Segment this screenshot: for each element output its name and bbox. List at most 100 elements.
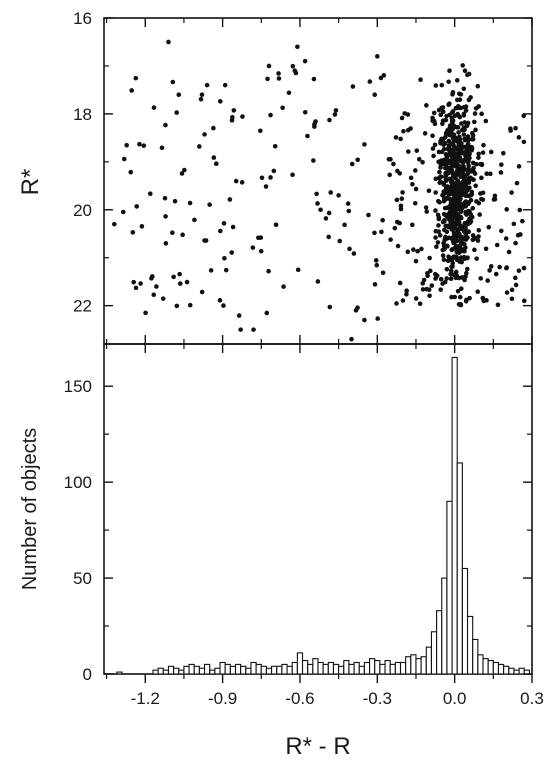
scatter-point bbox=[464, 123, 470, 129]
scatter-point bbox=[509, 190, 514, 195]
scatter-point bbox=[159, 145, 165, 151]
scatter-point bbox=[170, 79, 176, 85]
scatter-point bbox=[439, 82, 445, 88]
scatter-point bbox=[438, 276, 444, 282]
scatter-point bbox=[266, 63, 272, 69]
scatter-point bbox=[453, 275, 459, 281]
scatter-point bbox=[399, 196, 405, 202]
scatter-point bbox=[221, 303, 226, 308]
scatter-point bbox=[445, 146, 451, 152]
scatter-point bbox=[435, 240, 441, 245]
scatter-point bbox=[419, 246, 424, 252]
histogram-bar bbox=[518, 667, 525, 675]
scatter-point bbox=[442, 140, 448, 146]
scatter-point bbox=[398, 136, 403, 142]
scatter-point bbox=[451, 254, 457, 259]
scatter-point bbox=[513, 282, 519, 288]
scatter-point bbox=[174, 110, 179, 115]
histogram-bar bbox=[157, 667, 164, 675]
scatter-point bbox=[427, 255, 432, 261]
scatter-point bbox=[516, 268, 522, 274]
top-x-ticks bbox=[105, 18, 533, 344]
scatter-point bbox=[516, 135, 522, 140]
scatter-point bbox=[458, 205, 464, 210]
scatter-point bbox=[457, 226, 463, 232]
histogram-bar bbox=[374, 660, 381, 675]
scatter-point bbox=[456, 219, 462, 225]
scatter-point bbox=[474, 199, 479, 204]
scatter-point bbox=[160, 296, 166, 301]
scatter-point bbox=[448, 276, 454, 281]
scatter-point bbox=[521, 139, 527, 145]
scatter-point bbox=[455, 231, 460, 236]
scatter-point bbox=[440, 247, 446, 253]
scatter-point bbox=[273, 222, 279, 228]
histogram-bar bbox=[497, 663, 505, 675]
scatter-point bbox=[433, 176, 439, 182]
scatter-point bbox=[313, 119, 318, 124]
scatter-point bbox=[367, 79, 373, 84]
scatter-point bbox=[130, 230, 136, 235]
scatter-point bbox=[436, 223, 441, 228]
scatter-point bbox=[124, 142, 129, 148]
scatter-point bbox=[405, 112, 411, 117]
scatter-point bbox=[477, 212, 482, 217]
scatter-point bbox=[447, 68, 452, 74]
scatter-point bbox=[433, 83, 439, 88]
scatter-point bbox=[468, 197, 474, 203]
scatter-point bbox=[471, 165, 476, 171]
scatter-point bbox=[336, 193, 341, 198]
x-axis-title: R* - R bbox=[285, 733, 350, 760]
histogram-bar bbox=[430, 631, 438, 675]
scatter-point bbox=[476, 227, 482, 233]
scatter-point bbox=[465, 136, 471, 142]
scatter-point bbox=[318, 207, 323, 213]
scatter-point bbox=[459, 143, 464, 149]
scatter-point bbox=[470, 233, 476, 238]
scatter-point bbox=[521, 113, 527, 119]
scatter-point bbox=[433, 208, 438, 213]
scatter-point bbox=[424, 103, 429, 108]
scatter-point bbox=[281, 284, 286, 289]
scatter-point bbox=[450, 264, 455, 269]
scatter-point bbox=[447, 123, 453, 128]
histogram-bar bbox=[369, 658, 376, 675]
histogram-bar bbox=[358, 665, 365, 675]
scatter-point bbox=[392, 225, 398, 231]
scatter-point bbox=[137, 141, 142, 147]
scatter-point bbox=[187, 302, 193, 308]
top-y-tick-label: 16 bbox=[73, 9, 92, 28]
scatter-point bbox=[429, 283, 435, 288]
scatter-point bbox=[492, 193, 498, 199]
scatter-point bbox=[465, 168, 471, 174]
scatter-point bbox=[503, 236, 509, 241]
scatter-point bbox=[400, 298, 406, 303]
scatter-point bbox=[438, 179, 444, 185]
scatter-point bbox=[493, 271, 499, 277]
scatter-point bbox=[460, 151, 466, 156]
scatter-point bbox=[265, 76, 270, 82]
scatter-point bbox=[476, 234, 481, 239]
scatter-point bbox=[461, 86, 467, 92]
scatter-point bbox=[408, 175, 414, 181]
scatter-point bbox=[381, 73, 387, 78]
scatter-point bbox=[440, 121, 445, 127]
scatter-point bbox=[446, 79, 451, 85]
scatter-point bbox=[170, 230, 175, 236]
histogram-bar bbox=[322, 663, 329, 675]
scatter-point bbox=[295, 44, 300, 50]
scatter-point bbox=[463, 298, 469, 304]
histogram-bar bbox=[312, 658, 319, 675]
scatter-point bbox=[286, 90, 292, 96]
scatter-point bbox=[453, 214, 458, 220]
scatter-point bbox=[427, 293, 432, 299]
scatter-point bbox=[424, 209, 430, 214]
scatter-point bbox=[211, 125, 216, 131]
histogram-bar bbox=[332, 663, 340, 675]
scatter-point bbox=[398, 206, 404, 212]
scatter-point bbox=[349, 336, 354, 342]
scatter-point bbox=[280, 105, 285, 111]
scatter-point bbox=[488, 171, 493, 177]
histogram-bar bbox=[399, 661, 407, 675]
scatter-point bbox=[461, 164, 466, 169]
